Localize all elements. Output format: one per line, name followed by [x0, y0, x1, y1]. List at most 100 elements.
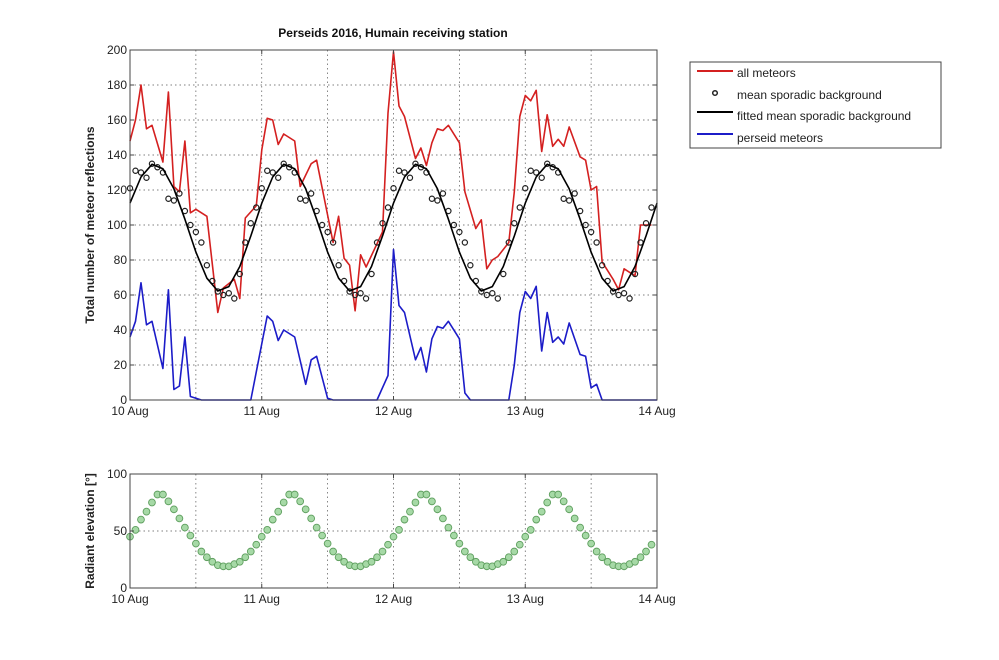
point-mean-sporadic-background [335, 262, 342, 269]
bottom-plot-frame [129, 473, 658, 589]
point-mean-sporadic-background [522, 185, 529, 192]
point-mean-sporadic-background [351, 291, 359, 299]
point-mean-sporadic-background [214, 288, 222, 295]
point-mean-sporadic-background [264, 167, 271, 174]
x-tick-label: 13 Aug [507, 592, 544, 606]
series-line-all-meteors [129, 50, 652, 314]
point-mean-sporadic-background [461, 239, 469, 246]
point-radiant-elevation [312, 523, 321, 532]
point-radiant-elevation [246, 547, 255, 556]
point-radiant-elevation [329, 547, 337, 556]
y-tick-label: 140 [107, 148, 127, 162]
point-radiant-elevation [532, 515, 541, 524]
point-mean-sporadic-background [187, 221, 194, 229]
bottom-grid [130, 474, 657, 588]
point-radiant-elevation [307, 514, 316, 523]
top-plot-marks [126, 50, 658, 401]
point-radiant-elevation [175, 514, 184, 523]
point-radiant-elevation [400, 515, 409, 524]
point-mean-sporadic-background [489, 290, 496, 297]
point-mean-sporadic-background [258, 185, 265, 192]
y-tick-label: 40 [114, 323, 128, 337]
x-tick-label: 14 Aug [638, 592, 675, 606]
point-mean-sporadic-background [176, 190, 183, 197]
point-mean-sporadic-background [384, 204, 392, 211]
point-radiant-elevation [263, 526, 272, 534]
point-radiant-elevation [510, 547, 519, 556]
point-radiant-elevation [340, 557, 348, 566]
point-radiant-elevation [581, 531, 590, 540]
point-radiant-elevation [647, 540, 656, 549]
legend-label-all-meteors: all meteors [737, 66, 796, 80]
point-mean-sporadic-background [406, 174, 414, 181]
point-mean-sporadic-background [275, 174, 282, 181]
point-radiant-elevation [192, 539, 200, 548]
point-radiant-elevation [318, 531, 326, 540]
point-mean-sporadic-background [137, 169, 145, 176]
point-radiant-elevation [378, 547, 387, 556]
point-mean-sporadic-background [565, 197, 573, 204]
top-y-axis-label: Total number of meteor reflections [83, 126, 97, 323]
point-radiant-elevation [499, 557, 508, 566]
point-radiant-elevation [159, 490, 167, 499]
point-mean-sporadic-background [571, 190, 578, 197]
point-radiant-elevation [636, 553, 645, 562]
point-mean-sporadic-background [225, 290, 233, 297]
y-tick-label: 180 [107, 78, 127, 92]
y-tick-label: 20 [114, 358, 128, 372]
point-mean-sporadic-background [395, 167, 403, 174]
point-radiant-elevation [208, 557, 217, 566]
legend-label-background: mean sporadic background [737, 88, 882, 102]
point-mean-sporadic-background [412, 160, 419, 167]
point-mean-sporadic-background [192, 228, 200, 236]
point-mean-sporadic-background [533, 169, 540, 176]
point-radiant-elevation [252, 540, 261, 549]
bottom-plot-marks [126, 490, 656, 571]
y-tick-label: 120 [107, 183, 127, 197]
point-radiant-elevation [587, 539, 595, 548]
point-radiant-elevation [197, 547, 206, 556]
point-mean-sporadic-background [587, 228, 595, 236]
point-mean-sporadic-background [615, 291, 622, 299]
point-radiant-elevation [543, 498, 552, 507]
point-radiant-elevation [395, 526, 403, 534]
point-radiant-elevation [268, 515, 277, 524]
point-radiant-elevation [504, 553, 513, 562]
point-mean-sporadic-background [500, 270, 507, 278]
point-radiant-elevation [411, 498, 420, 507]
point-radiant-elevation [241, 553, 250, 562]
point-radiant-elevation [466, 553, 475, 562]
point-mean-sporadic-background [593, 239, 600, 246]
point-mean-sporadic-background [362, 295, 370, 302]
point-radiant-elevation [515, 540, 524, 549]
y-tick-label: 60 [114, 288, 128, 302]
x-tick-label: 10 Aug [111, 404, 148, 418]
point-radiant-elevation [367, 557, 376, 566]
point-radiant-elevation [384, 540, 392, 549]
point-mean-sporadic-background [220, 291, 227, 299]
legend: all meteors mean sporadic background fit… [689, 61, 942, 149]
point-mean-sporadic-background [434, 197, 441, 204]
point-radiant-elevation [373, 553, 381, 562]
point-radiant-elevation [235, 557, 244, 566]
point-mean-sporadic-background [329, 239, 337, 246]
legend-label-perseids: perseid meteors [737, 131, 823, 145]
point-radiant-elevation [170, 505, 178, 514]
point-mean-sporadic-background [302, 197, 309, 204]
legend-swatch-background [711, 89, 719, 97]
point-mean-sporadic-background [307, 190, 315, 197]
point-mean-sporadic-background [170, 197, 178, 204]
point-radiant-elevation [642, 547, 650, 556]
point-radiant-elevation [274, 507, 283, 516]
point-mean-sporadic-background [494, 295, 502, 302]
point-radiant-elevation [290, 490, 299, 499]
point-radiant-elevation [576, 523, 584, 532]
point-mean-sporadic-background [379, 220, 386, 227]
point-radiant-elevation [455, 539, 464, 548]
point-radiant-elevation [631, 557, 639, 566]
point-radiant-elevation [521, 532, 530, 541]
point-radiant-elevation [131, 526, 140, 534]
point-radiant-elevation [428, 497, 436, 506]
y-tick-label: 0 [120, 581, 127, 595]
point-mean-sporadic-background [231, 295, 238, 302]
